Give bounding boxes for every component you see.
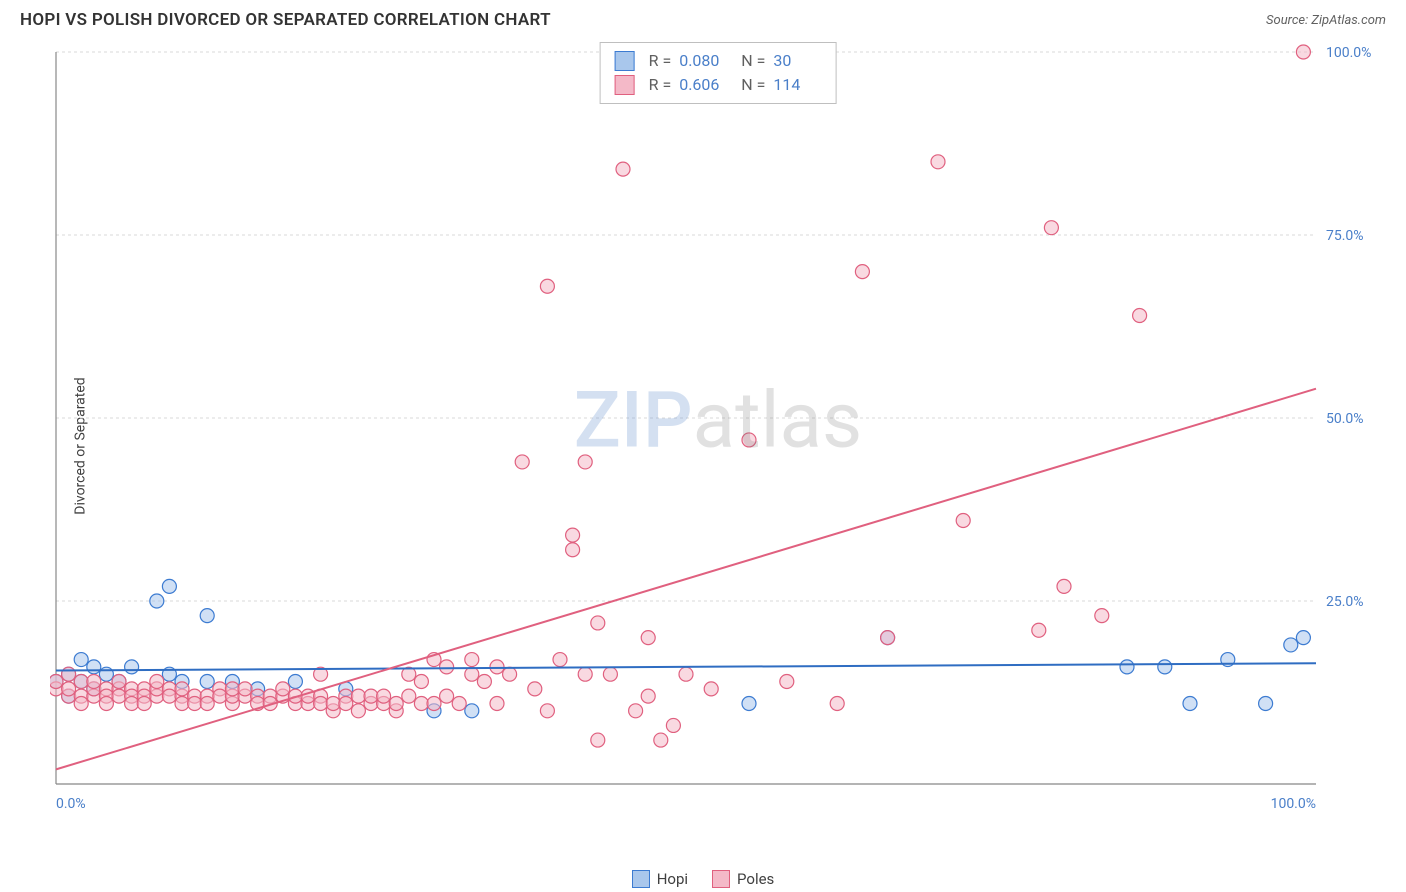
r-label: R = — [649, 49, 672, 73]
r-value-hopi: 0.080 — [679, 49, 727, 73]
svg-text:100.0%: 100.0% — [1271, 796, 1316, 812]
n-label: N = — [741, 73, 765, 97]
stats-row-hopi: R = 0.080 N = 30 — [615, 49, 822, 73]
legend-item-poles: Poles — [712, 870, 774, 888]
legend-label-hopi: Hopi — [657, 870, 688, 888]
legend-swatch-hopi — [632, 870, 650, 888]
legend-item-hopi: Hopi — [632, 870, 688, 888]
svg-text:50.0%: 50.0% — [1326, 411, 1364, 427]
legend-label-poles: Poles — [737, 870, 774, 888]
stats-row-poles: R = 0.606 N = 114 — [615, 73, 822, 97]
r-label: R = — [649, 73, 672, 97]
series-legend: Hopi Poles — [0, 870, 1406, 888]
svg-text:100.0%: 100.0% — [1326, 45, 1371, 61]
svg-text:25.0%: 25.0% — [1326, 594, 1364, 610]
n-value-hopi: 30 — [773, 49, 821, 73]
scatter-plot-svg: 25.0% 50.0% 75.0% 100.0% 0.0% 100.0% — [50, 42, 1386, 832]
stats-legend: R = 0.080 N = 30 R = 0.606 N = 114 — [600, 42, 837, 104]
stats-swatch-poles — [615, 75, 635, 95]
n-label: N = — [741, 49, 765, 73]
svg-text:0.0%: 0.0% — [56, 796, 86, 812]
legend-swatch-poles — [712, 870, 730, 888]
chart-title: HOPI VS POLISH DIVORCED OR SEPARATED COR… — [20, 10, 551, 30]
source-label: Source: ZipAtlas.com — [1266, 13, 1386, 28]
r-value-poles: 0.606 — [679, 73, 727, 97]
svg-text:75.0%: 75.0% — [1326, 228, 1364, 244]
chart-area: 25.0%50.0%75.0%100.0%0.0%100.0% ZIPatlas… — [50, 42, 1386, 832]
stats-swatch-hopi — [615, 51, 635, 71]
n-value-poles: 114 — [773, 73, 821, 97]
